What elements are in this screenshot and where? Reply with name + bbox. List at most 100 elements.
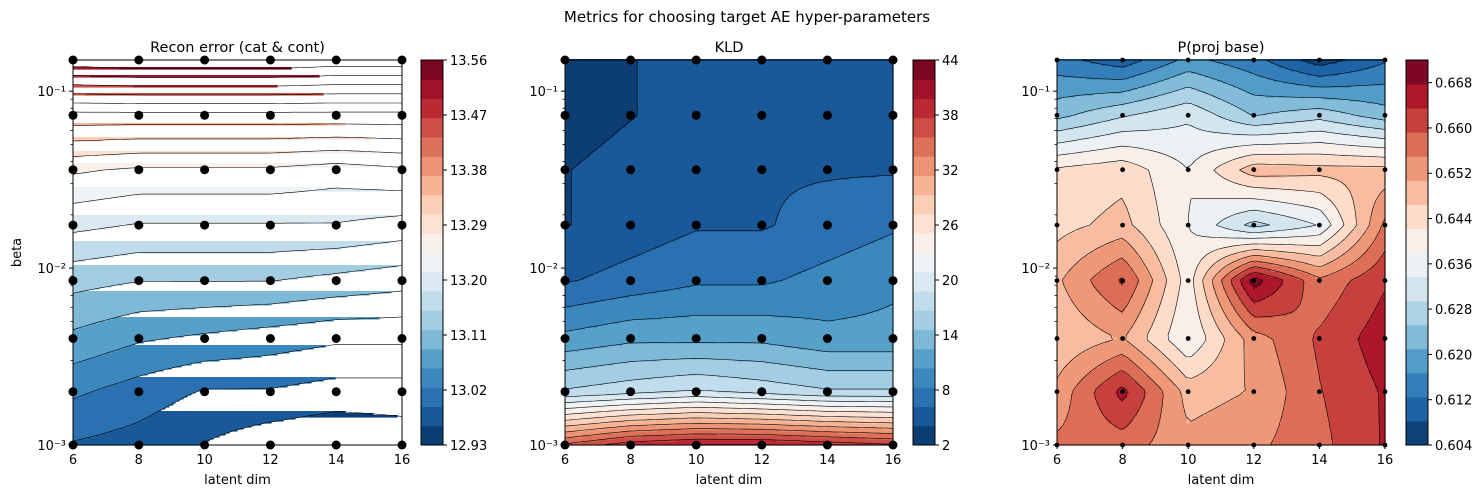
colorbar-segment [421, 233, 443, 253]
axes-frame [72, 59, 403, 446]
colorbar: 0.604 0.612 0.620 0.628 0.636 0.644 0.652 0.660… [1405, 59, 1472, 454]
colorbar-segment [1406, 420, 1428, 446]
colorbar-segment [913, 368, 935, 388]
colorbar-segment [913, 79, 935, 99]
data-point [1185, 278, 1191, 283]
colorbar-segment [913, 156, 935, 176]
data-point [265, 110, 275, 120]
x-axis-label: latent dim [696, 473, 763, 488]
colorbar-segment [421, 406, 443, 427]
x-axis-label: latent dim [204, 473, 271, 488]
colorbar-segment [913, 406, 935, 427]
colorbar-segment [913, 291, 935, 311]
data-point [691, 334, 701, 343]
data-point [626, 220, 636, 230]
data-point [1317, 167, 1322, 173]
data-point [1251, 112, 1257, 118]
data-point [331, 334, 341, 343]
x-tick-label: 6 [69, 453, 77, 468]
colorbar-segment [1406, 372, 1428, 398]
colorbar-segment [421, 175, 443, 196]
panel-title: Recon error (cat & cont) [150, 40, 325, 56]
data-point [200, 387, 210, 397]
colorbar-segment [913, 137, 935, 157]
colorbar-frame [420, 59, 444, 446]
data-point [626, 110, 636, 120]
axes-frame [564, 59, 894, 446]
data-point [1251, 222, 1257, 228]
colorbar-tick-label: 44 [942, 54, 959, 69]
data-point [822, 387, 832, 397]
data-point [1120, 167, 1125, 173]
colorbar-tick-label: 32 [942, 164, 959, 179]
data-point [757, 165, 767, 175]
colorbar: 2 8 14 20 26 32 38 44 [912, 54, 959, 454]
data-point [626, 334, 636, 343]
colorbar-segment [421, 60, 443, 80]
colorbar-tick-label: 13.29 [450, 219, 487, 234]
colorbar-tick-label: 38 [942, 109, 959, 124]
data-point [265, 334, 275, 343]
colorbar-segment [913, 310, 935, 330]
y-tick-label: 10⁻² [1021, 262, 1050, 277]
colorbar-segment [421, 425, 443, 446]
data-point [1317, 222, 1322, 228]
colorbar-segment [913, 214, 935, 234]
x-tick-label: 6 [1053, 453, 1061, 468]
colorbar-segment [913, 271, 935, 292]
colorbar-segment [1406, 180, 1428, 205]
figure-suptitle: Metrics for choosing target AE hyper-par… [564, 8, 930, 26]
y-tick-label: 10⁻² [37, 262, 66, 277]
colorbar-tick-label: 26 [942, 219, 959, 234]
data-point [134, 276, 144, 286]
colorbar-segment [421, 252, 443, 273]
data-point [134, 220, 144, 230]
colorbar-segment [421, 156, 443, 176]
data-point [1185, 389, 1191, 395]
data-point [691, 276, 701, 286]
colorbar-segment [1406, 252, 1428, 278]
y-tick-label: 10⁻¹ [1021, 85, 1050, 100]
colorbar-tick-label: 13.38 [450, 164, 487, 179]
data-point [1185, 336, 1191, 341]
data-point [265, 387, 275, 397]
x-tick-label: 6 [561, 453, 569, 468]
colorbar-segment [421, 387, 443, 407]
data-point [822, 165, 832, 175]
colorbar-segment [913, 117, 935, 138]
colorbar-segment [421, 98, 443, 119]
axes-frame [1056, 59, 1386, 446]
colorbar-segment [421, 368, 443, 388]
data-point [757, 220, 767, 230]
data-point [331, 165, 341, 175]
y-axis-label: beta [10, 238, 25, 267]
colorbar-segment [1406, 348, 1428, 374]
panel-title: KLD [715, 40, 744, 56]
colorbar-tick-label: 12.93 [450, 439, 487, 454]
colorbar-segment [1406, 204, 1428, 229]
data-point [757, 110, 767, 120]
x-tick-label: 12 [262, 453, 279, 468]
data-point [1120, 112, 1125, 118]
colorbar-segment [1406, 300, 1428, 326]
data-point [200, 220, 210, 230]
y-tick-label: 10⁻³ [1021, 439, 1050, 454]
colorbar-tick-label: 13.20 [450, 274, 487, 289]
data-point [331, 387, 341, 397]
colorbar-tick-label: 0.612 [1435, 394, 1472, 409]
colorbar-tick-label: 0.620 [1435, 348, 1472, 363]
colorbar-segment [1406, 396, 1428, 422]
colorbar-tick-label: 8 [942, 384, 950, 399]
colorbar-tick-label: 20 [942, 274, 959, 289]
colorbar-segment [421, 137, 443, 157]
colorbar-segment [421, 214, 443, 234]
y-tick-label: 10⁻³ [37, 439, 66, 454]
colorbar-tick-label: 2 [942, 439, 950, 454]
data-point [822, 220, 832, 230]
colorbar-segment [421, 79, 443, 99]
x-tick-label: 10 [1180, 453, 1197, 468]
data-point [331, 276, 341, 286]
colorbar-segment [421, 291, 443, 311]
data-point [1251, 278, 1257, 283]
